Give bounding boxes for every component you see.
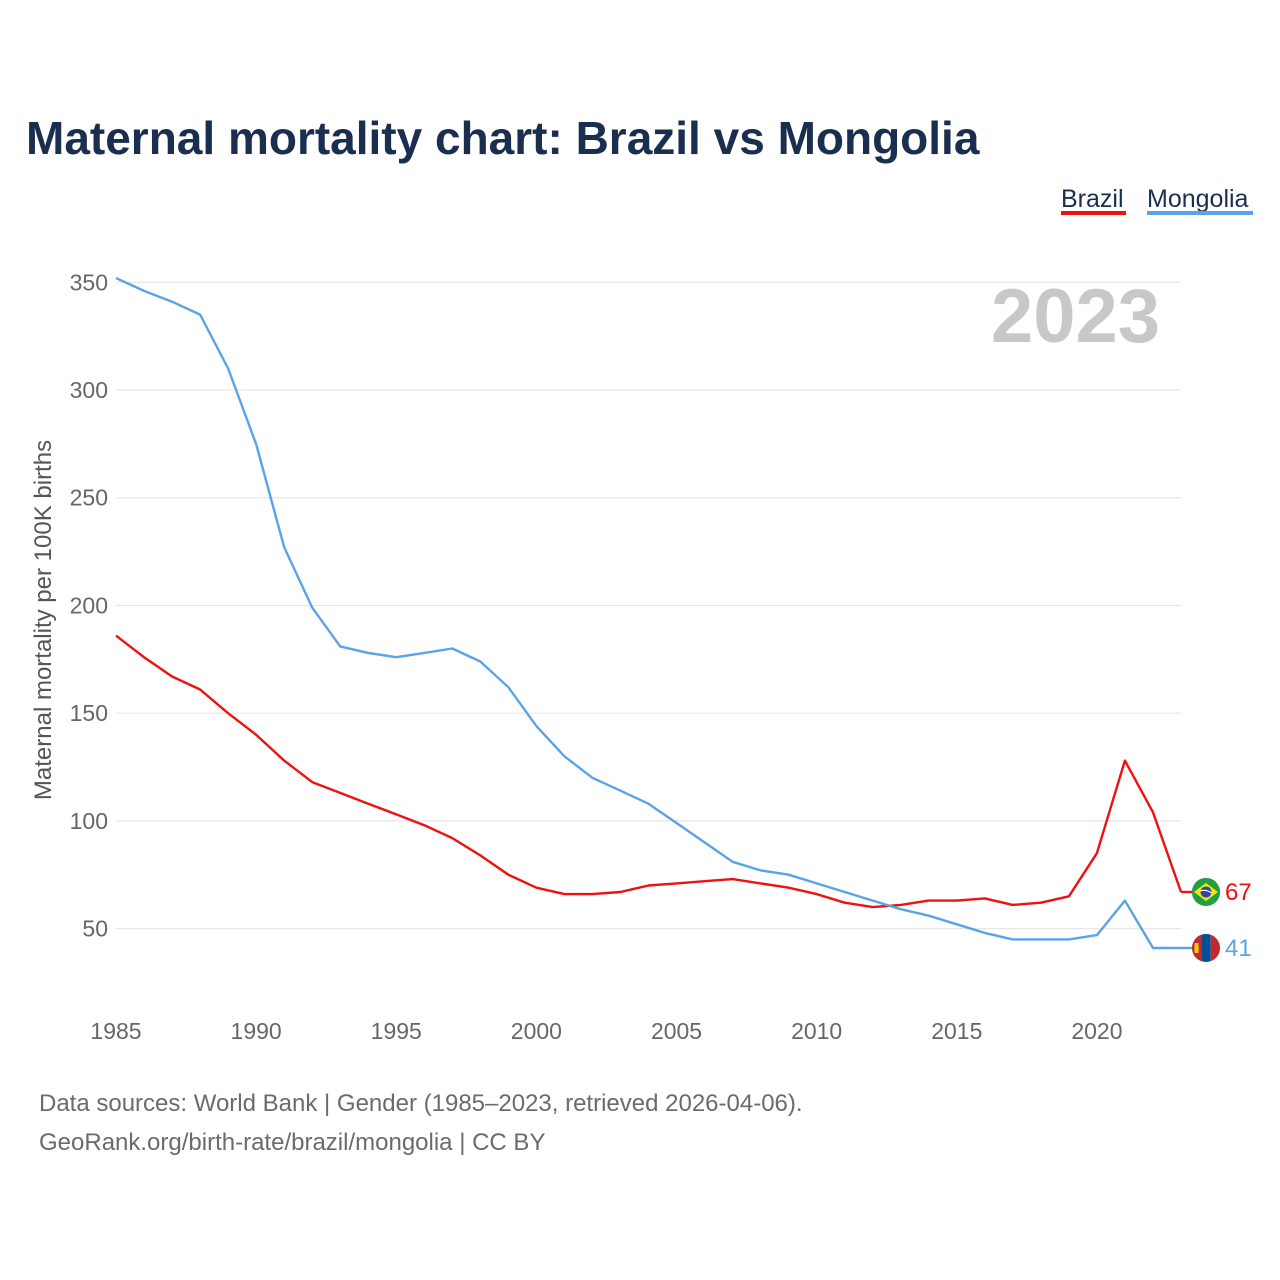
y-tick-label-100: 100 [70,808,108,834]
legend: Brazil Mongolia [1061,185,1253,215]
x-tick-label-2020: 2020 [1071,1018,1122,1044]
x-tick-label-1985: 1985 [90,1018,141,1044]
chart-title: Maternal mortality chart: Brazil vs Mong… [26,112,980,164]
y-tick-label-150: 150 [70,700,108,726]
gridlines [116,281,1181,930]
x-tick-label-1990: 1990 [231,1018,282,1044]
x-tick-label-1995: 1995 [371,1018,422,1044]
y-axis-label: Maternal mortality per 100K births [30,440,57,800]
end-value-label-brazil: 67 [1225,879,1252,906]
y-tick-label-200: 200 [70,592,108,618]
source-line-2[interactable]: GeoRank.org/birth-rate/brazil/mongolia |… [39,1129,545,1156]
y-tick-label-300: 300 [70,377,108,403]
legend-label-brazil[interactable]: Brazil [1061,185,1124,213]
legend-label-mongolia[interactable]: Mongolia [1147,185,1249,213]
legend-item-mongolia[interactable]: Mongolia [1147,185,1253,215]
series-line-brazil [115,634,1183,909]
legend-swatch-brazil [1061,211,1126,215]
y-axis-ticks: 50 100 150 200 250 300 350 [70,269,108,941]
legend-swatch-mongolia [1147,211,1253,215]
x-axis-ticks: 1985 1990 1995 2000 2005 2010 2015 2020 [90,1018,1122,1044]
source-line-1: Data sources: World Bank | Gender (1985–… [39,1090,803,1117]
x-tick-label-2005: 2005 [651,1018,702,1044]
current-year-label: 2023 [991,274,1160,359]
flag-mongolia-icon [1191,933,1221,963]
series-lines [115,276,1183,950]
x-tick-label-2010: 2010 [791,1018,842,1044]
y-tick-label-350: 350 [70,269,108,295]
series-line-mongolia [115,276,1181,950]
flag-brazil-icon [1191,877,1221,907]
end-markers: 67 41 [1181,877,1252,963]
y-tick-label-50: 50 [82,916,108,942]
legend-item-brazil[interactable]: Brazil [1061,185,1126,215]
x-tick-label-2015: 2015 [931,1018,982,1044]
y-tick-label-250: 250 [70,485,108,511]
end-value-label-mongolia: 41 [1225,935,1252,962]
x-tick-label-2000: 2000 [511,1018,562,1044]
